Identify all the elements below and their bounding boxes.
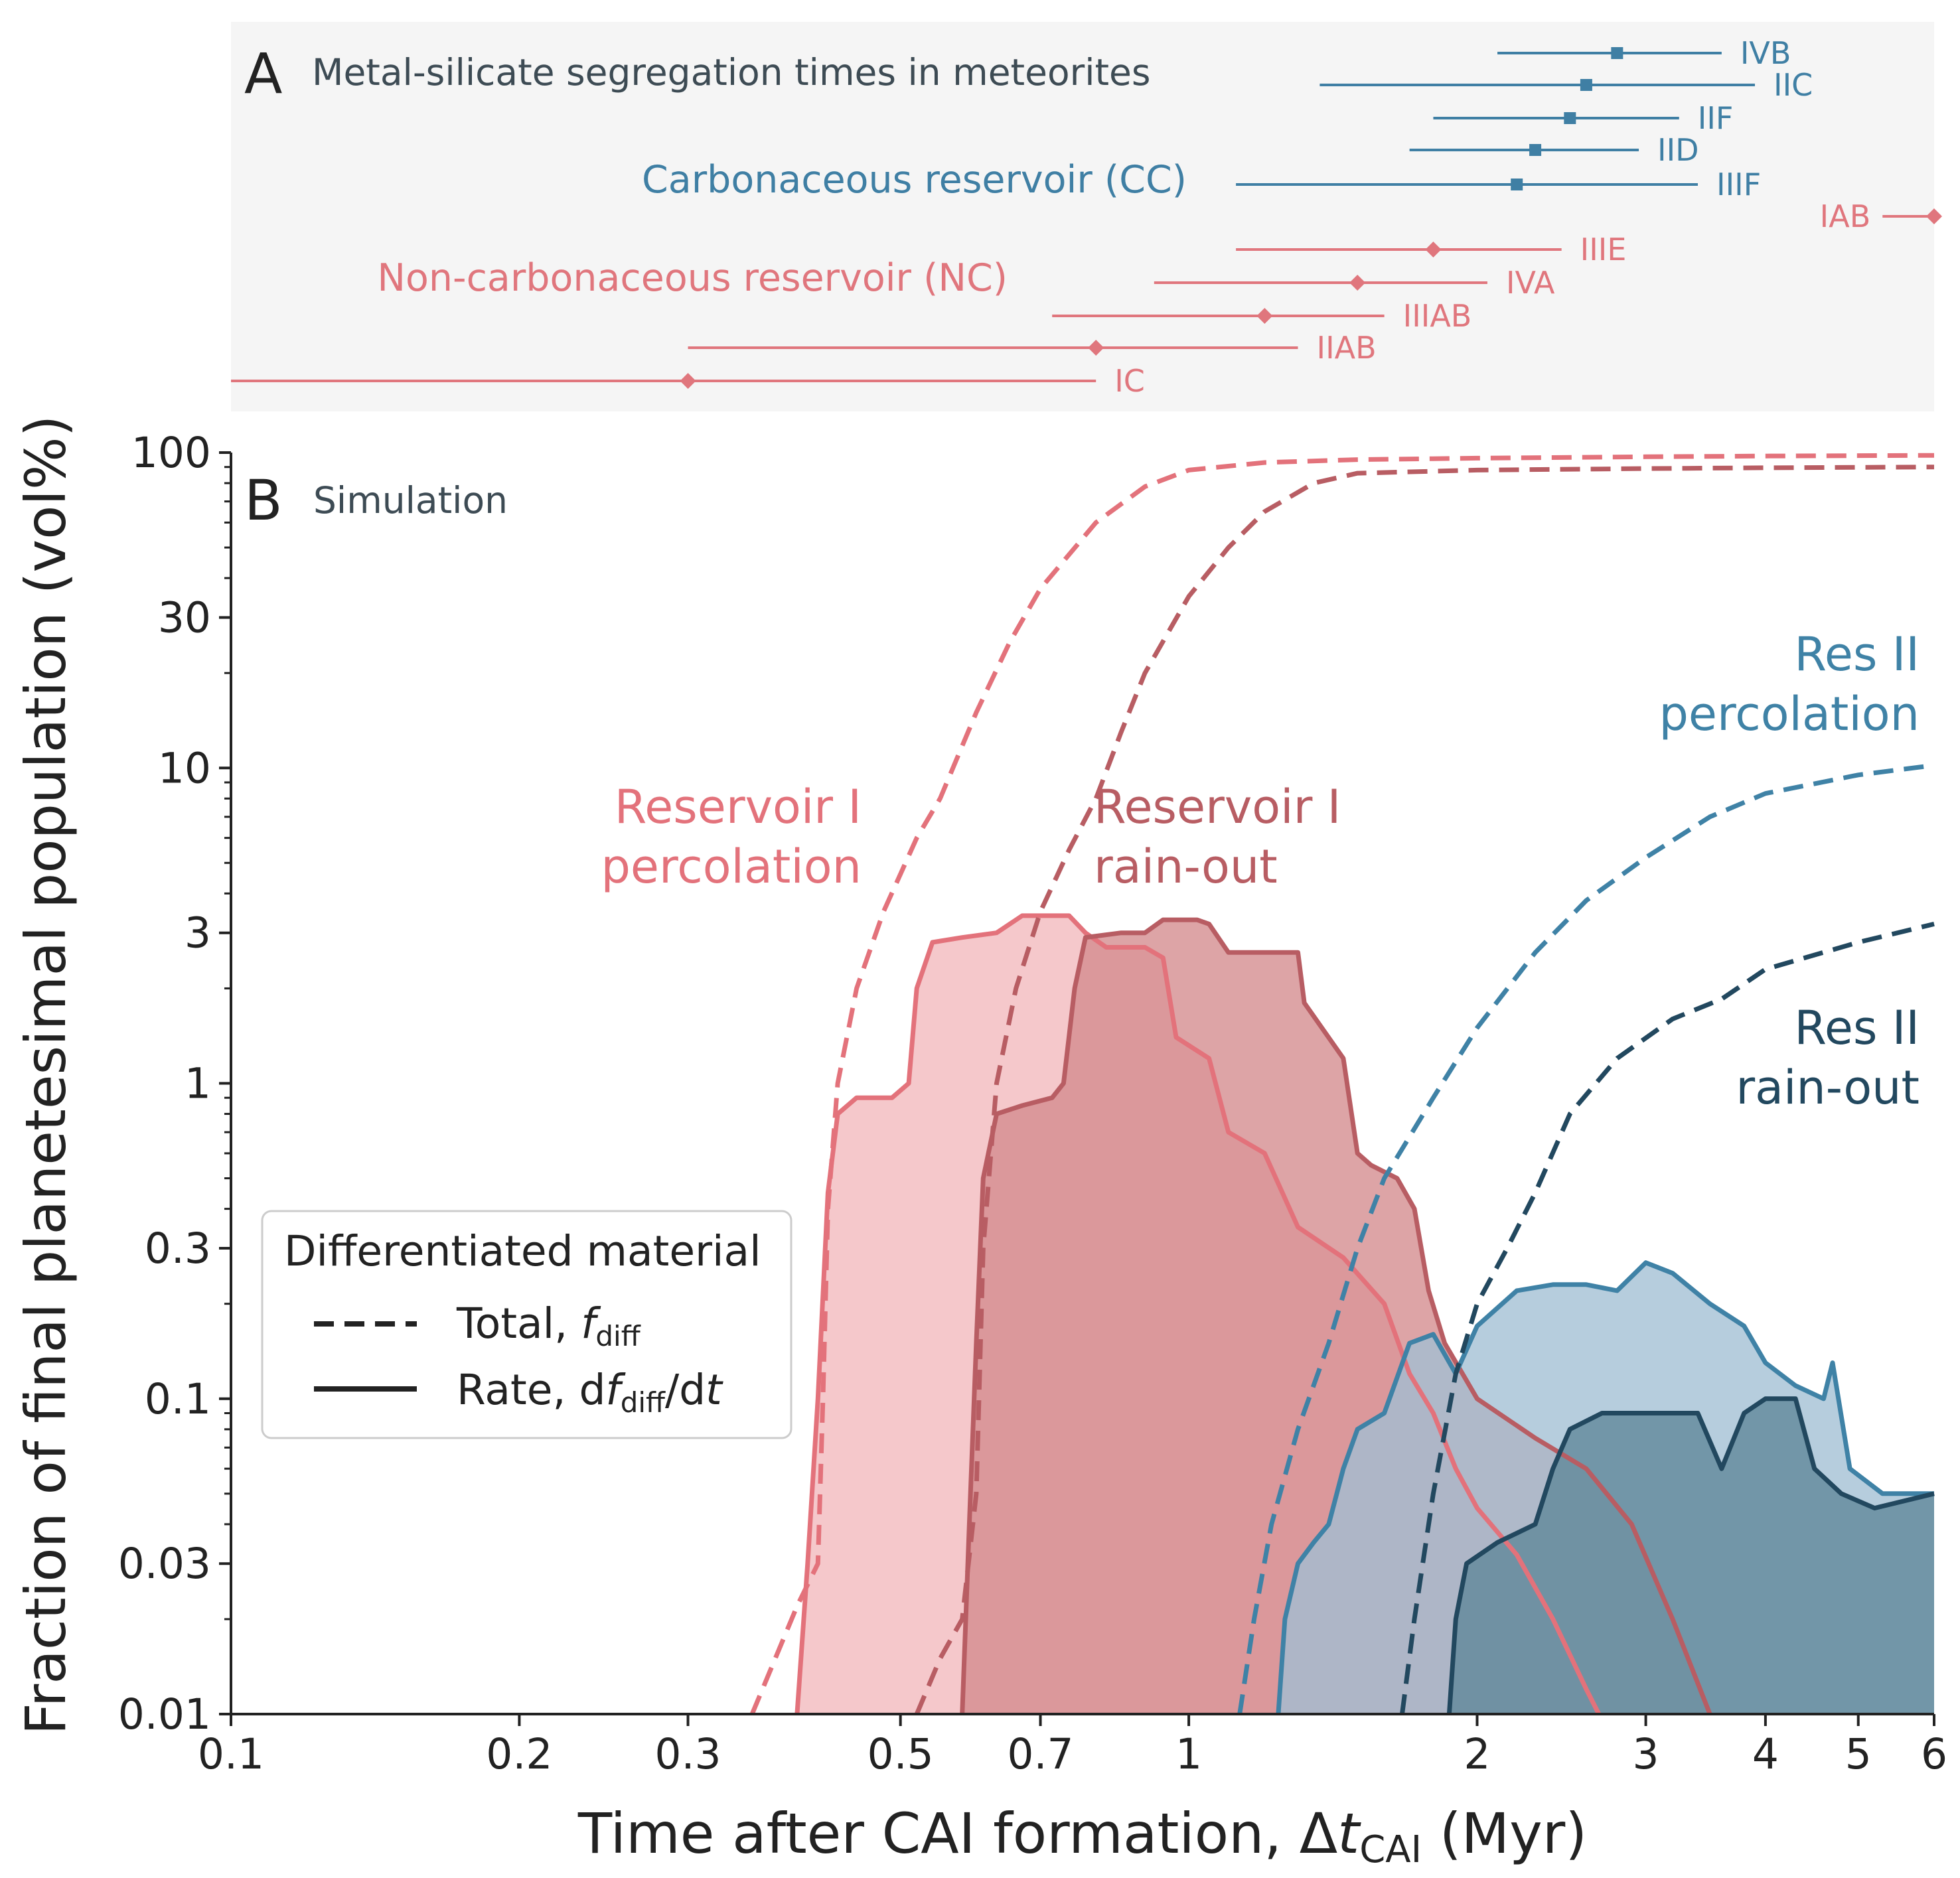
marker-iiiab	[1256, 308, 1273, 324]
y-axis-label: Fraction of final planetesimal populatio…	[13, 415, 78, 1735]
total-line-res1-perc	[749, 453, 1935, 1715]
marker-ivb	[1611, 47, 1623, 59]
rate-line-res1-perc	[794, 913, 1602, 1715]
annotation-res1-rainout-line2: rain-out	[1094, 839, 1278, 894]
axes: 0.1 0.2 0.3 0.5 0.7 1 2 3 4 5 6 0.01 0.03 0.1 0.3 1 3 10…	[118, 429, 1947, 1778]
annotation-res1-percolation-line2: percolation	[601, 839, 862, 894]
label-iid: IID	[1657, 132, 1699, 168]
marker-iif	[1564, 112, 1576, 124]
x-tick-label: 0.1	[198, 1730, 264, 1778]
x-tick-label: 0.7	[1007, 1730, 1073, 1778]
label-iab: IAB	[1820, 198, 1871, 234]
x-tick-label: 4	[1752, 1730, 1779, 1778]
x-tick-label: 0.2	[486, 1730, 552, 1778]
annotation-res2-percolation-line1: Res II	[1794, 627, 1920, 682]
legend: Differentiated material Total, fdiff Rat…	[261, 1210, 792, 1439]
marker-iic	[1580, 79, 1592, 91]
x-tick-label: 6	[1921, 1730, 1947, 1778]
label-ic: IC	[1114, 363, 1145, 399]
label-iiif: IIIF	[1716, 167, 1761, 202]
annotation-res2-rainout-line2: rain-out	[1736, 1060, 1920, 1115]
x-tick-label: 1	[1175, 1730, 1202, 1778]
marker-iab	[1926, 208, 1942, 224]
panel-a-letter: A	[244, 41, 282, 106]
y-tick-label: 0.01	[118, 1690, 211, 1739]
nc-reservoir-label: Non-carbonaceous reservoir (NC)	[377, 256, 1008, 300]
marker-iiif	[1511, 179, 1523, 190]
rate-line-res1-rain	[960, 917, 1712, 1715]
panel-b-letter: B	[244, 468, 283, 533]
y-tick-label: 3	[185, 909, 211, 958]
y-tick-label: 30	[158, 593, 211, 642]
annotation-res2-percolation-line2: percolation	[1659, 687, 1920, 741]
x-tick-label: 5	[1845, 1730, 1872, 1778]
label-iif: IIF	[1698, 100, 1734, 136]
legend-title: Differentiated material	[284, 1227, 761, 1275]
marker-iid	[1529, 144, 1542, 156]
y-tick-label: 0.1	[145, 1375, 211, 1423]
marker-iva	[1349, 275, 1366, 291]
marker-ic	[680, 373, 696, 389]
y-tick-label: 100	[131, 429, 211, 477]
label-iva: IVA	[1506, 265, 1555, 301]
legend-rate-label: Rate, dfdiff/dt	[457, 1366, 723, 1419]
y-tick-label: 1	[185, 1060, 211, 1108]
total-line-res2-rain	[1400, 921, 1935, 1715]
label-ivb: IVB	[1740, 35, 1791, 71]
y-tick-label: 0.3	[145, 1224, 211, 1273]
total-line-res1-rain	[914, 465, 1935, 1715]
panel-a-title: Metal-silicate segregation times in mete…	[312, 51, 1151, 94]
total-line-res2-perc	[1237, 762, 1935, 1715]
x-tick-label: 3	[1633, 1730, 1659, 1778]
rate-fill-res2-rain	[1449, 1398, 1934, 1714]
marker-iiie	[1425, 242, 1442, 257]
y-tick-label: 10	[158, 744, 211, 792]
cc-reservoir-label: Carbonaceous reservoir (CC)	[642, 158, 1187, 202]
annotation-res2-rainout-line1: Res II	[1794, 1001, 1920, 1055]
marker-iiab	[1088, 340, 1104, 356]
legend-box	[261, 1210, 792, 1439]
x-tick-label: 0.5	[867, 1730, 934, 1778]
panel-b-title: Simulation	[313, 479, 508, 522]
rate-line-res2-perc	[1276, 1260, 1934, 1715]
label-iiab: IIAB	[1317, 330, 1377, 366]
x-tick-label: 0.3	[654, 1730, 721, 1778]
annotation-res1-percolation-line1: Reservoir I	[615, 780, 862, 834]
annotation-res1-rainout-line1: Reservoir I	[1094, 780, 1341, 834]
label-iiiab: IIIAB	[1403, 298, 1472, 334]
y-tick-label: 0.03	[118, 1540, 211, 1588]
rate-line-res2-rain	[1446, 1396, 1935, 1715]
simulation-plot	[749, 453, 1935, 1715]
x-axis-label: Time after CAI formation, ΔtCAI (Myr)	[577, 1801, 1587, 1871]
label-iic: IIC	[1773, 67, 1813, 103]
label-iiie: IIIE	[1580, 232, 1627, 267]
x-tick-label: 2	[1464, 1730, 1490, 1778]
